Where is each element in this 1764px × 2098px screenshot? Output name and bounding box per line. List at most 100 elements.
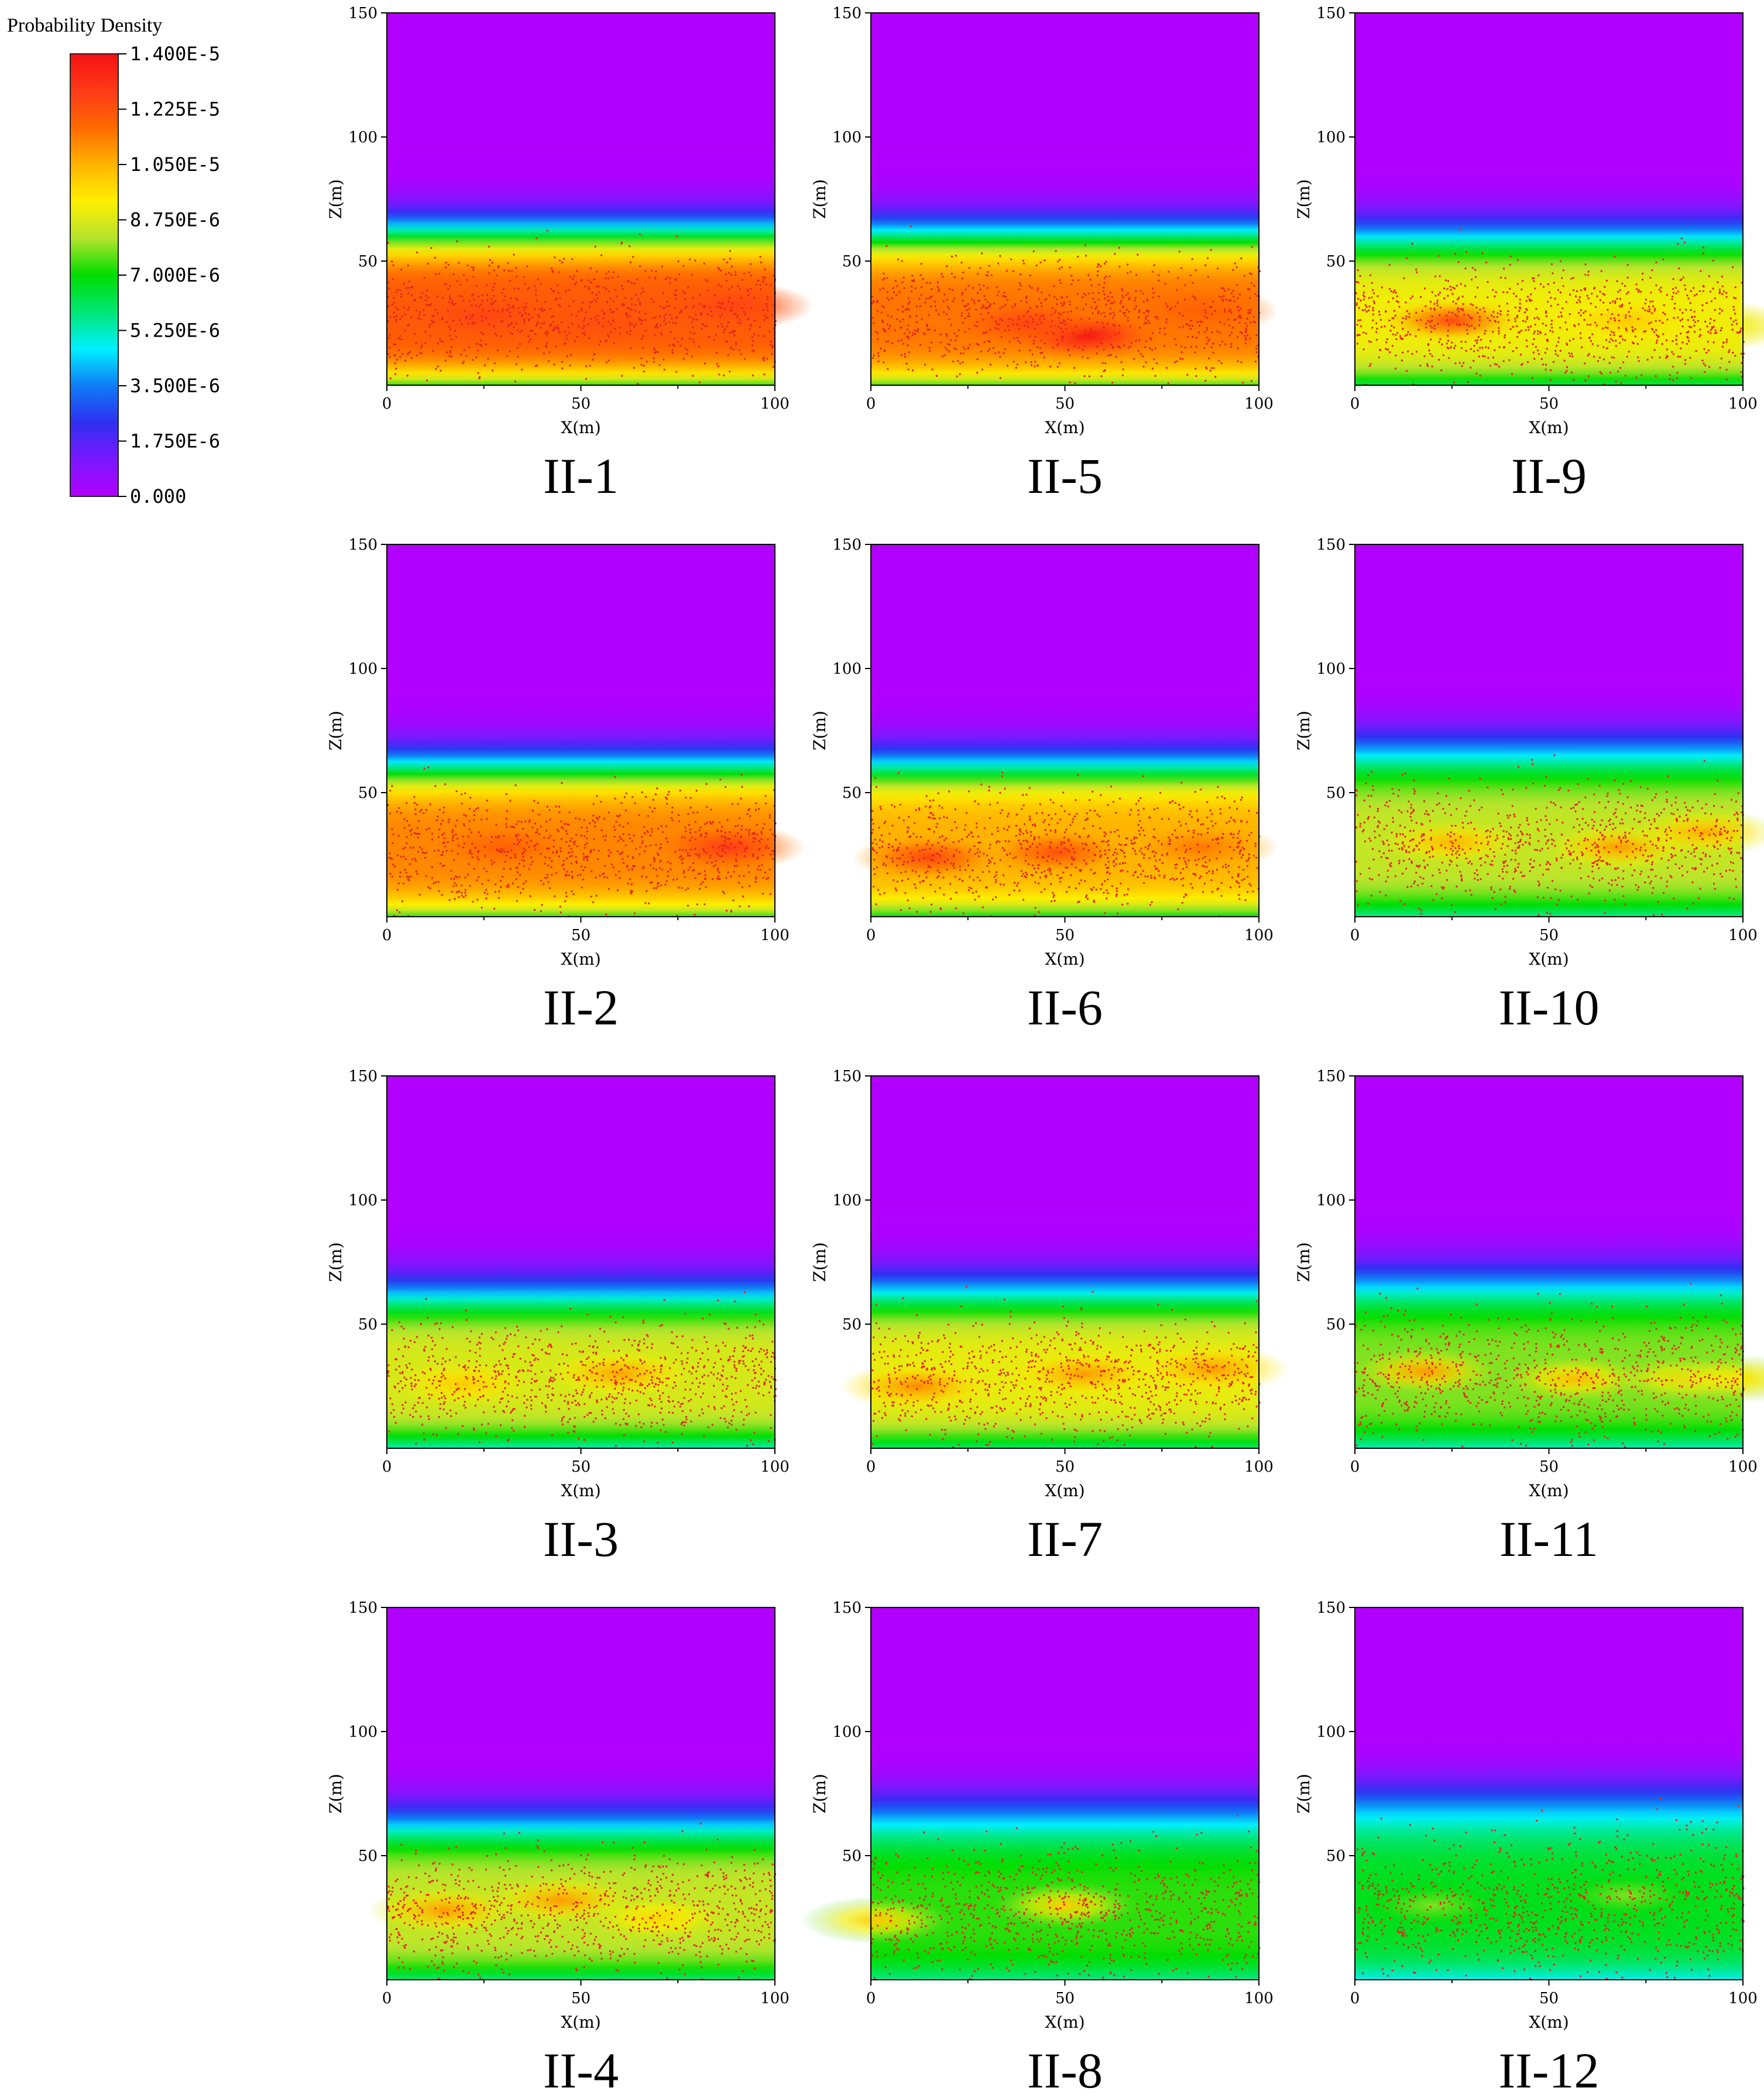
particle-points: [1355, 754, 1744, 916]
x-tick-label: 0: [382, 395, 392, 413]
x-tick-label: 100: [1244, 1458, 1274, 1476]
y-tick-label: 50: [358, 253, 377, 270]
particle-scatter: [1355, 754, 1744, 916]
colorbar-tick-label: 7.000E-6: [130, 264, 220, 286]
colorbar: Probability Density 1.400E-5 1.225E-5 1.05…: [7, 15, 220, 508]
y-tick-label: 50: [842, 253, 862, 270]
y-tick-label: 50: [842, 1316, 862, 1333]
y-tick-label: 50: [358, 1847, 377, 1865]
hotspot: [1123, 822, 1279, 872]
x-axis-label: X(m): [1045, 418, 1085, 437]
x-tick-label: 50: [1055, 1990, 1075, 2007]
hotspot: [523, 299, 678, 348]
x-axis-label: X(m): [561, 949, 600, 969]
x-tick-label: 100: [1728, 395, 1758, 413]
panel-title: II-4: [543, 2042, 619, 2098]
y-tick-label: 100: [1316, 1192, 1346, 1209]
particle-scatter: [871, 1815, 1261, 1980]
y-tick-label: 50: [842, 784, 862, 802]
panel-II-5: 0 50 100 50 100 150 X(m) Z(m) II-5: [810, 5, 1279, 504]
particle-scatter: [387, 766, 777, 917]
panel-title: II-12: [1499, 2042, 1600, 2098]
panel-II-10: 0 50 100 50 100 150 X(m) Z(m) II-10: [1294, 536, 1764, 1036]
hotspot: [851, 832, 1007, 882]
x-tick-label: 100: [760, 1990, 790, 2007]
panel-II-9: 0 50 100 50 100 150 X(m) Z(m) II-9: [1294, 5, 1764, 504]
particle-points: [1355, 1798, 1745, 1980]
colorbar-scale: [70, 53, 119, 497]
x-axis-label: X(m): [1045, 949, 1085, 969]
y-tick-label: 100: [1316, 1723, 1346, 1741]
y-tick-label: 150: [1316, 1599, 1346, 1617]
particle-points: [387, 766, 777, 917]
x-tick-label: 0: [866, 1990, 876, 2007]
y-tick-label: 50: [1326, 253, 1346, 270]
y-tick-label: 150: [832, 536, 862, 554]
hotspot: [1007, 1349, 1162, 1398]
x-tick-label: 50: [1539, 395, 1559, 413]
y-axis-label: Z(m): [1294, 1242, 1313, 1282]
y-tick-label: 50: [842, 1847, 862, 1865]
panel-title: II-7: [1027, 1511, 1103, 1567]
x-tick-label: 0: [1350, 1990, 1360, 2007]
y-tick-label: 100: [348, 1723, 377, 1741]
x-tick-label: 100: [1244, 395, 1274, 413]
y-tick-label: 100: [832, 1723, 862, 1741]
hotspot: [581, 1893, 736, 1942]
panel-II-4: 0 50 100 50 100 150 X(m) Z(m) II-4: [326, 1599, 790, 2098]
colorbar-tick-label: 1.225E-5: [130, 98, 220, 121]
y-tick-label: 50: [1326, 1847, 1346, 1865]
panel-II-6: 0 50 100 50 100 150 X(m) Z(m) II-6: [810, 536, 1279, 1036]
x-tick-label: 50: [571, 1990, 591, 2007]
x-tick-label: 100: [760, 395, 790, 413]
y-axis-label: Z(m): [810, 179, 829, 219]
panel-title: II-3: [543, 1511, 619, 1567]
panel-title: II-9: [1511, 448, 1587, 504]
panel-title: II-5: [1027, 448, 1103, 504]
panel-title: II-6: [1027, 979, 1103, 1036]
x-tick-label: 100: [1728, 1458, 1758, 1476]
x-tick-label: 0: [866, 1458, 876, 1476]
y-axis-label: Z(m): [326, 179, 345, 219]
y-tick-label: 100: [832, 1192, 862, 1209]
y-tick-label: 150: [832, 5, 862, 22]
x-tick-label: 0: [1350, 927, 1360, 944]
y-tick-label: 150: [348, 5, 377, 22]
x-axis-label: X(m): [561, 2013, 600, 2032]
y-tick-label: 150: [832, 1599, 862, 1617]
hotspot: [542, 1349, 698, 1398]
colorbar-tick-label: 5.250E-6: [130, 320, 220, 342]
y-tick-label: 100: [1316, 660, 1346, 678]
x-tick-label: 0: [1350, 1458, 1360, 1476]
panel-II-7: 0 50 100 50 100 150 X(m) Z(m) II-7: [810, 1068, 1291, 1567]
particle-scatter: [1355, 1798, 1745, 1980]
colorbar-tick-label: 0.000: [130, 485, 186, 508]
hotspot: [406, 291, 562, 340]
x-tick-label: 100: [1244, 1990, 1274, 2007]
x-axis-label: X(m): [561, 1481, 600, 1500]
panel-title: II-2: [543, 979, 619, 1036]
y-tick-label: 150: [832, 1068, 862, 1085]
y-tick-label: 50: [1326, 1316, 1346, 1333]
hotspot: [1549, 1871, 1704, 1920]
y-tick-label: 150: [348, 1068, 377, 1085]
y-tick-label: 150: [1316, 1068, 1346, 1085]
panel-II-2: 0 50 100 50 100 150 X(m) Z(m) II-2: [326, 536, 807, 1036]
x-tick-label: 50: [1539, 1458, 1559, 1476]
hotspot: [1498, 1354, 1654, 1403]
x-axis-label: X(m): [1045, 1481, 1085, 1500]
y-axis-label: Z(m): [1294, 179, 1313, 219]
x-axis-label: X(m): [1045, 2013, 1085, 2032]
x-tick-label: 0: [1350, 395, 1360, 413]
y-tick-label: 100: [832, 660, 862, 678]
y-axis-label: Z(m): [810, 1774, 829, 1814]
y-axis-label: Z(m): [326, 711, 345, 750]
colorbar-tick-label: 1.750E-6: [130, 430, 220, 452]
panel-title: II-11: [1499, 1511, 1598, 1567]
y-tick-label: 50: [358, 784, 377, 802]
y-tick-label: 50: [358, 1316, 377, 1333]
hotspot: [948, 299, 1104, 348]
colorbar-tick-label: 3.500E-6: [130, 375, 220, 397]
colorbar-tick-label: 1.400E-5: [130, 43, 220, 65]
